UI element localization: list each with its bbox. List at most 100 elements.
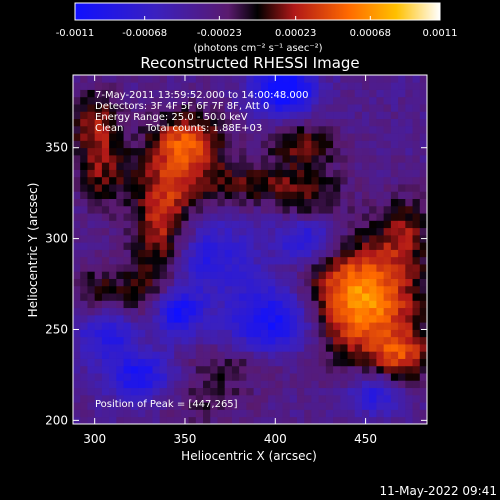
heatmap-cell	[376, 322, 385, 330]
heatmap-cell	[369, 104, 377, 112]
heatmap-cell	[354, 82, 363, 90]
heatmap-cell	[73, 322, 81, 330]
heatmap-cell	[296, 409, 305, 418]
heatmap-cell	[181, 365, 189, 374]
heatmap-cell	[383, 227, 392, 236]
heatmap-cell	[260, 89, 269, 98]
heatmap-cell	[210, 227, 218, 236]
heatmap-cell	[376, 293, 385, 301]
heatmap-cell	[419, 140, 427, 149]
heatmap-cell	[304, 147, 312, 156]
heatmap-cell	[369, 358, 377, 367]
heatmap-cell	[145, 140, 153, 149]
heatmap-cell	[94, 322, 103, 330]
heatmap-cell	[369, 365, 377, 374]
heatmap-cell	[268, 249, 276, 258]
heatmap-cell	[203, 285, 211, 294]
heatmap-cell	[268, 133, 276, 141]
heatmap-cell	[333, 402, 341, 410]
heatmap-cell	[282, 162, 291, 170]
heatmap-cell	[181, 336, 189, 345]
heatmap-cell	[116, 242, 124, 250]
heatmap-cell	[123, 285, 132, 294]
heatmap-cell	[304, 256, 312, 265]
heatmap-cell	[311, 198, 320, 207]
heatmap-cell	[333, 322, 341, 330]
heatmap-cell	[361, 329, 370, 338]
heatmap-cell	[239, 314, 247, 323]
heatmap-cell	[296, 264, 305, 272]
heatmap-cell	[123, 322, 132, 330]
heatmap-cell	[260, 264, 269, 272]
heatmap-cell	[210, 133, 218, 141]
heatmap-cell	[181, 220, 189, 229]
heatmap-cell	[210, 344, 218, 352]
heatmap-cell	[109, 198, 117, 207]
heatmap-cell	[101, 205, 110, 214]
heatmap-cell	[296, 220, 305, 229]
heatmap-cell	[152, 75, 161, 83]
heatmap-cell	[210, 191, 218, 199]
heatmap-cell	[87, 271, 96, 279]
heatmap-cell	[376, 402, 385, 410]
heatmap-cell	[383, 322, 392, 330]
heatmap-cell	[203, 140, 211, 149]
heatmap-cell	[369, 271, 377, 279]
heatmap-cell	[354, 96, 363, 105]
heatmap-cell	[217, 169, 226, 178]
heatmap-cell	[239, 344, 247, 352]
heatmap-cell	[174, 169, 182, 178]
heatmap-cell	[376, 140, 385, 149]
heatmap-cell	[398, 365, 406, 374]
heatmap-cell	[296, 75, 305, 83]
heatmap-cell	[217, 140, 226, 149]
heatmap-cell	[282, 380, 291, 389]
heatmap-cell	[333, 82, 341, 90]
heatmap-cell	[80, 184, 88, 192]
heatmap-cell	[87, 184, 96, 192]
heatmap-cell	[260, 227, 269, 236]
heatmap-cell	[340, 285, 348, 294]
heatmap-cell	[145, 387, 153, 396]
heatmap-cell	[325, 351, 334, 359]
heatmap-cell	[101, 322, 110, 330]
heatmap-cell	[159, 227, 168, 236]
heatmap-cell	[210, 140, 218, 149]
heatmap-cell	[340, 394, 348, 403]
heatmap-cell	[296, 322, 305, 330]
heatmap-cell	[282, 416, 291, 424]
heatmap-cell	[260, 147, 269, 156]
heatmap-cell	[138, 416, 146, 424]
heatmap-cell	[361, 147, 370, 156]
heatmap-cell	[94, 373, 103, 381]
heatmap-cell	[174, 394, 182, 403]
heatmap-cell	[304, 271, 312, 279]
heatmap-cell	[289, 329, 298, 338]
heatmap-cell	[101, 314, 110, 323]
heatmap-cell	[159, 394, 168, 403]
heatmap-cell	[289, 380, 298, 389]
heatmap-cell	[405, 191, 413, 199]
heatmap-cell	[376, 314, 385, 323]
heatmap-cell	[123, 387, 132, 396]
heatmap-cell	[390, 380, 399, 389]
heatmap-cell	[152, 154, 161, 163]
heatmap-cell	[361, 104, 370, 112]
heatmap-cell	[152, 191, 161, 199]
heatmap-cell	[73, 329, 81, 338]
heatmap-cell	[188, 344, 197, 352]
heatmap-cell	[340, 133, 348, 141]
heatmap-cell	[109, 242, 117, 250]
heatmap-cell	[275, 227, 283, 236]
heatmap-cell	[340, 380, 348, 389]
heatmap-cell	[398, 140, 406, 149]
heatmap-cell	[289, 184, 298, 192]
heatmap-cell	[130, 154, 139, 163]
heatmap-cell	[361, 394, 370, 403]
heatmap-cell	[87, 314, 96, 323]
heatmap-cell	[145, 213, 153, 221]
heatmap-cell	[166, 227, 175, 236]
heatmap-cell	[419, 387, 427, 396]
heatmap-cell	[282, 82, 291, 90]
